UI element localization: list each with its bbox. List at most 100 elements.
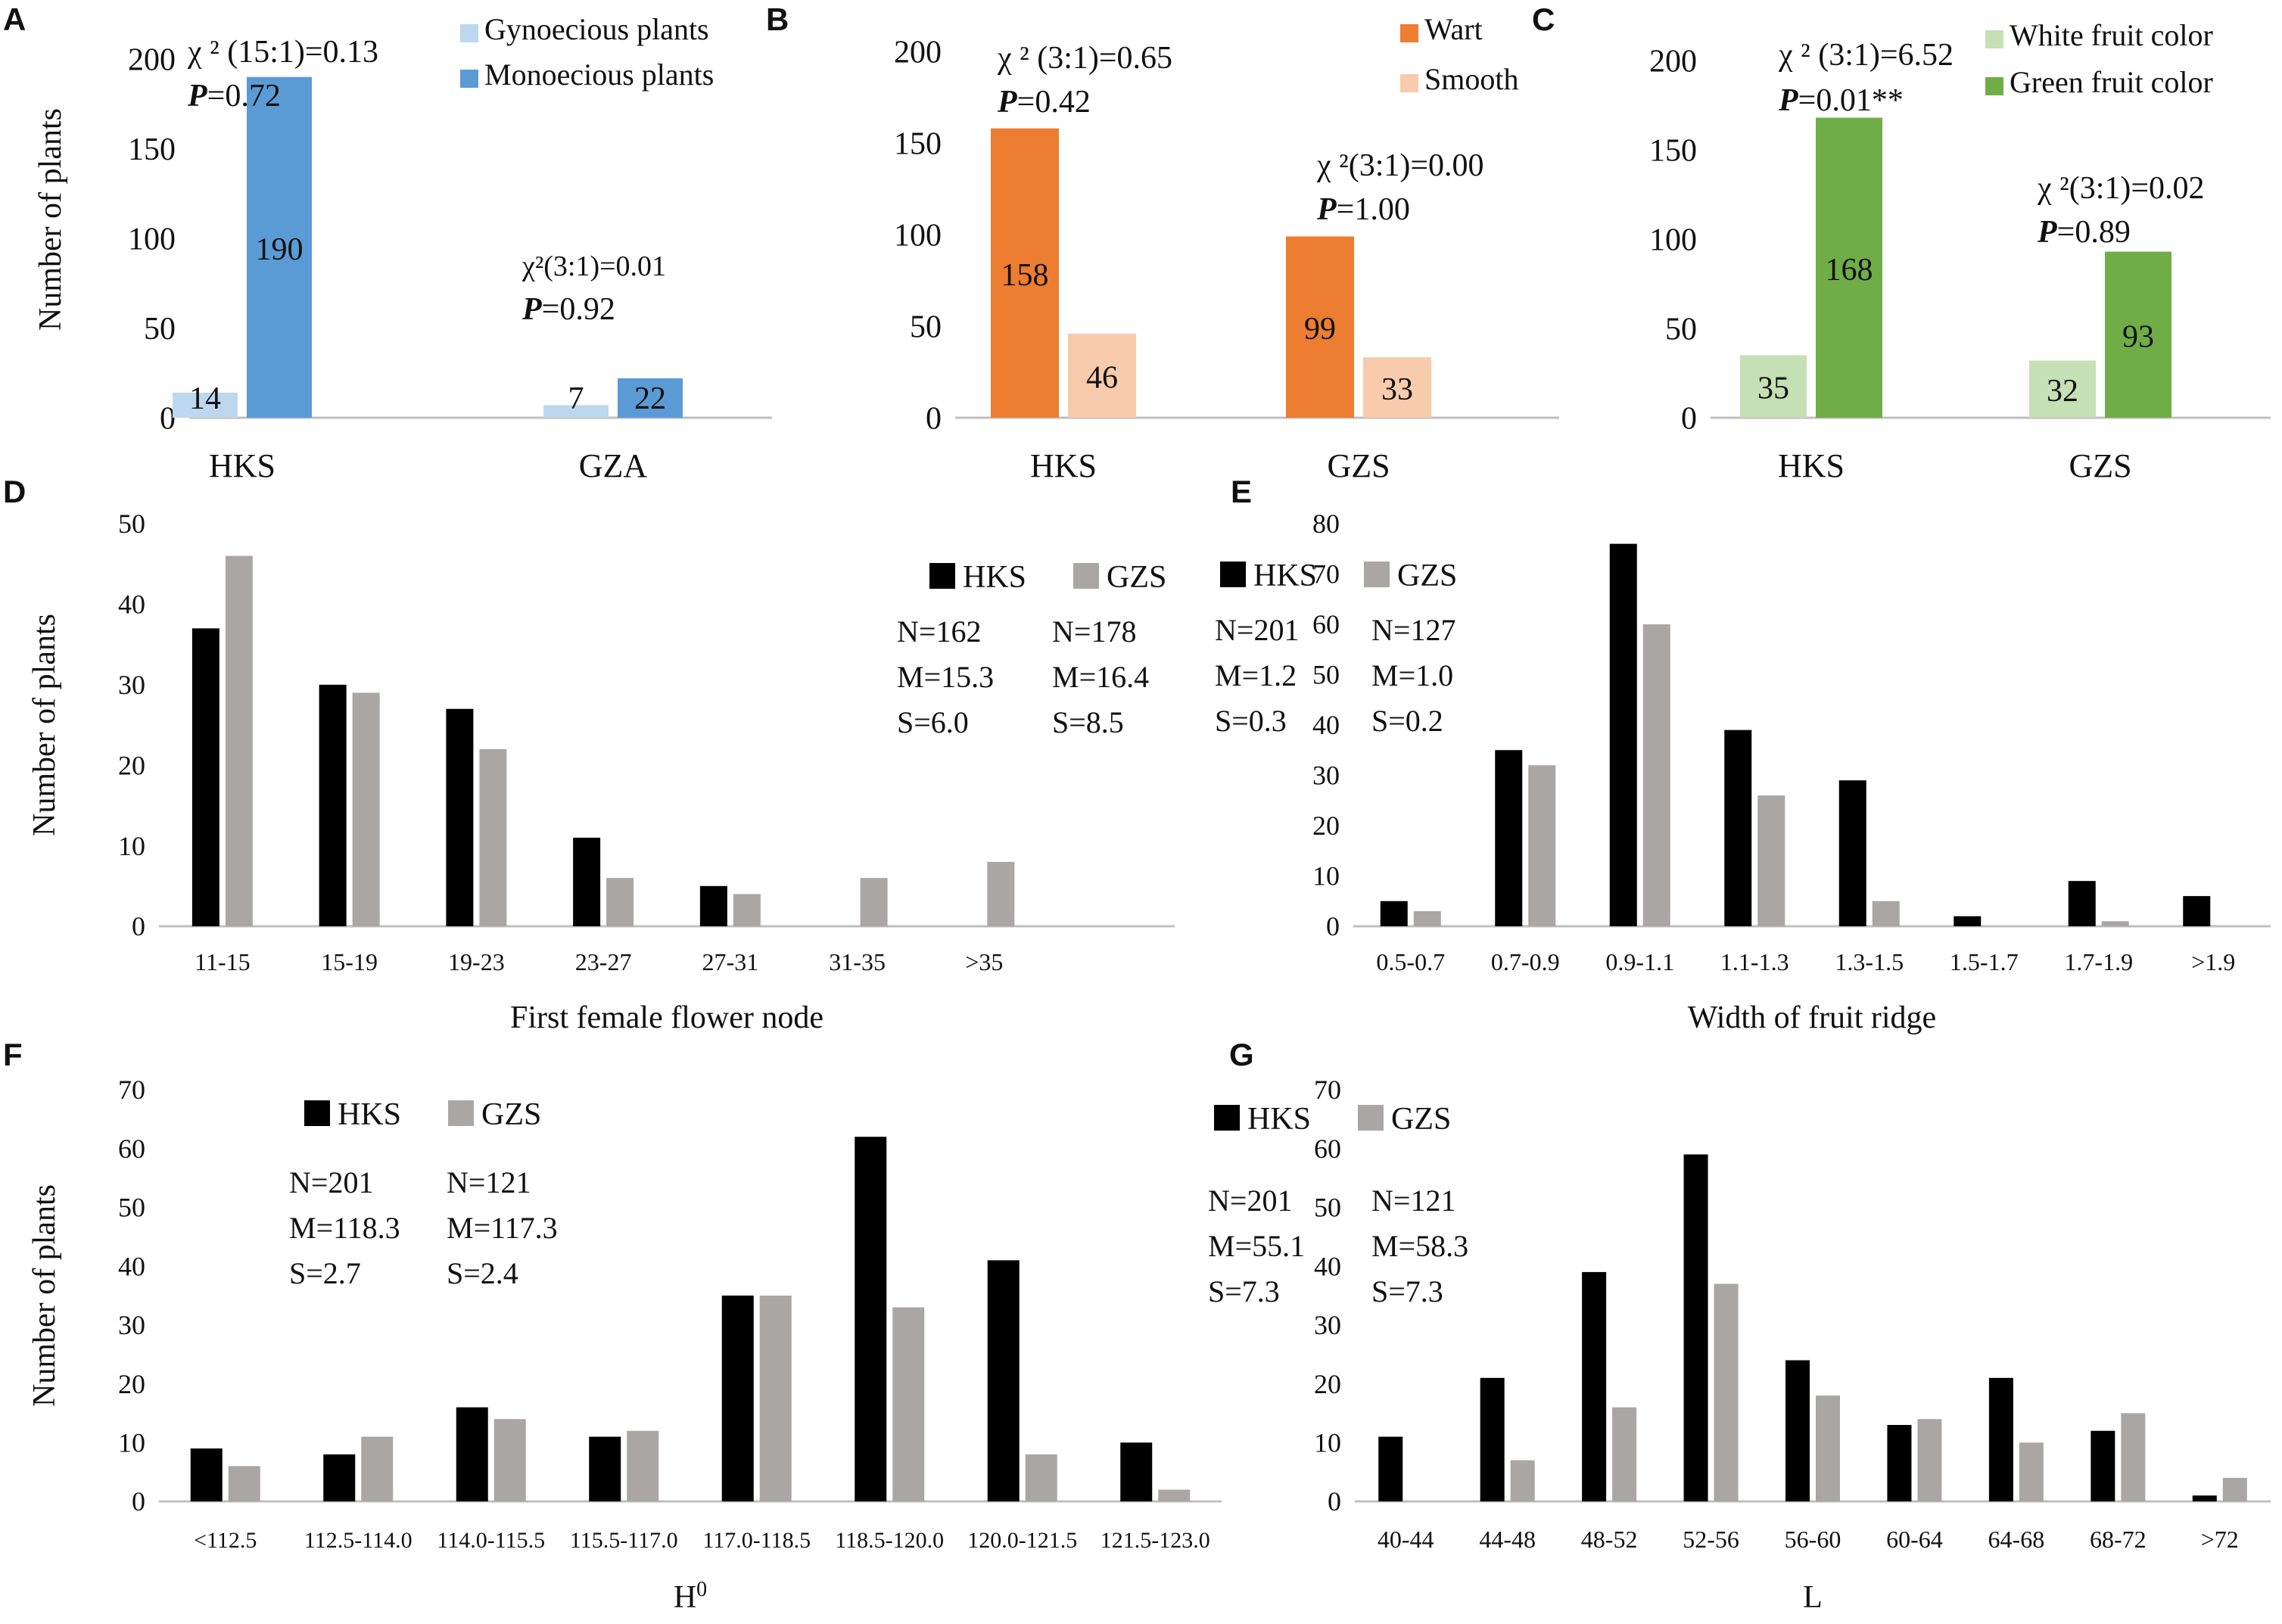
y-tick-label: 20 <box>118 750 145 780</box>
y-tick-label: 30 <box>118 670 145 700</box>
p-value: =0.92 <box>542 292 615 327</box>
bar-value-label: 32 <box>2047 374 2078 409</box>
bar-gynoecious-plants <box>543 405 609 418</box>
bar-smooth <box>1363 357 1431 418</box>
p-value: =0.01** <box>1798 83 1904 118</box>
summary-stat: N=121 <box>447 1165 531 1199</box>
bar-hks <box>446 708 474 926</box>
y-tick-label: 200 <box>894 35 942 70</box>
bar-gzs <box>1528 765 1556 926</box>
bar-value-label: 35 <box>1757 372 1789 406</box>
y-tick-label: 150 <box>128 132 176 167</box>
x-category-label: HKS <box>1030 447 1097 484</box>
bar-hks <box>1380 901 1408 926</box>
x-category-label: 19-23 <box>448 948 505 975</box>
x-category-label: GZS <box>2069 447 2131 484</box>
panel-letter-d: D <box>3 474 26 509</box>
summary-stat: S=8.5 <box>1052 705 1124 739</box>
bar-hks <box>190 1448 223 1501</box>
y-tick-label: 100 <box>128 222 176 257</box>
bar-white-fruit-color <box>1740 355 1807 418</box>
p-value-label: P=1.00 <box>1316 192 1410 227</box>
bar-hks <box>589 1436 621 1501</box>
bar-smooth <box>1068 333 1136 418</box>
y-tick-label: 50 <box>1314 1193 1341 1223</box>
y-tick-label: 40 <box>118 1251 145 1281</box>
y-tick-label: 30 <box>1314 1310 1341 1340</box>
legend-swatch <box>1364 562 1390 587</box>
y-tick-label: 100 <box>1649 222 1697 257</box>
summary-stat: S=0.3 <box>1215 704 1287 738</box>
p-symbol: P <box>997 85 1017 120</box>
summary-stat: S=7.3 <box>1208 1274 1280 1308</box>
y-tick-label: 10 <box>1314 1428 1341 1458</box>
x-category-label: HKS <box>209 447 276 484</box>
bar-gzs <box>892 1307 925 1501</box>
summary-stat: M=16.4 <box>1052 660 1149 694</box>
bar-hks <box>721 1296 754 1501</box>
bar-hks <box>1785 1360 1810 1501</box>
p-symbol: P <box>1778 83 1798 118</box>
bar-gzs <box>2019 1442 2044 1501</box>
bar-hks <box>191 628 219 926</box>
x-category-label: 115.5-117.0 <box>570 1528 678 1553</box>
bar-green-fruit-color <box>2105 251 2171 418</box>
y-tick-label: 0 <box>1326 911 1340 941</box>
x-category-label: 0.7-0.9 <box>1491 948 1560 975</box>
legend-swatch <box>460 24 478 42</box>
y-axis-label: Number of plants <box>27 614 62 836</box>
y-tick-label: 150 <box>894 126 942 161</box>
bar-gzs <box>361 1436 394 1501</box>
bar-value-label: 93 <box>2122 319 2154 354</box>
x-category-label: 1.7-1.9 <box>2064 948 2133 975</box>
x-category-label: 56-60 <box>1785 1526 1841 1553</box>
y-tick-label: 50 <box>118 509 145 539</box>
p-symbol: P <box>2037 215 2057 250</box>
bar-hks <box>1683 1154 1708 1501</box>
bar-hks <box>319 684 347 926</box>
bar-gzs <box>352 692 380 926</box>
bar-hks <box>1887 1424 1912 1501</box>
bar-gynoecious-plants <box>173 392 238 418</box>
y-tick-label: 200 <box>1649 44 1697 79</box>
bar-hks <box>323 1454 356 1501</box>
y-axis-label: Number of plants <box>27 1184 62 1407</box>
summary-stat: N=178 <box>1052 614 1136 649</box>
x-category-label: >35 <box>965 948 1003 975</box>
legend-swatch <box>1073 563 1099 589</box>
panel-letter-e: E <box>1231 474 1252 509</box>
bar-hks <box>1954 916 1982 926</box>
legend-label: HKS <box>1247 1102 1311 1137</box>
chi-square-label: χ ²(3:1)=0.02 <box>2037 171 2205 206</box>
legend-label: HKS <box>338 1097 401 1132</box>
y-tick-label: 70 <box>1314 1075 1341 1105</box>
x-category-label: 117.0-118.5 <box>702 1528 811 1553</box>
legend-label: Smooth <box>1424 62 1518 96</box>
bar-gzs <box>1510 1460 1535 1501</box>
p-symbol: P <box>1316 192 1337 227</box>
y-tick-label: 0 <box>1681 401 1697 436</box>
bar-gzs <box>1872 901 1900 926</box>
bar-gzs <box>1025 1454 1057 1501</box>
y-tick-label: 50 <box>1312 660 1340 690</box>
bar-hks <box>699 885 727 926</box>
legend-label: HKS <box>1253 558 1317 593</box>
bar-hks <box>1988 1377 2013 1501</box>
chi-square-label: χ ² (15:1)=0.13 <box>187 35 378 70</box>
x-category-label: 68-72 <box>2090 1526 2147 1553</box>
bar-gzs <box>1757 795 1785 926</box>
bar-monoecious-plants <box>247 76 312 418</box>
x-category-label: GZS <box>1327 447 1390 484</box>
y-tick-label: 10 <box>118 1428 145 1458</box>
x-axis-label-superscript: 0 <box>696 1578 707 1601</box>
panel-letter-b: B <box>766 2 789 37</box>
legend-swatch <box>929 563 955 589</box>
x-category-label: 27-31 <box>702 948 759 975</box>
legend-label: White fruit color <box>2010 18 2213 52</box>
bar-hks <box>1480 1377 1505 1501</box>
summary-stat: M=1.2 <box>1215 658 1297 692</box>
x-category-label: 0.9-1.1 <box>1605 948 1674 975</box>
legend-swatch <box>448 1100 474 1126</box>
legend-swatch <box>1400 74 1418 92</box>
y-tick-label: 80 <box>1312 509 1340 539</box>
